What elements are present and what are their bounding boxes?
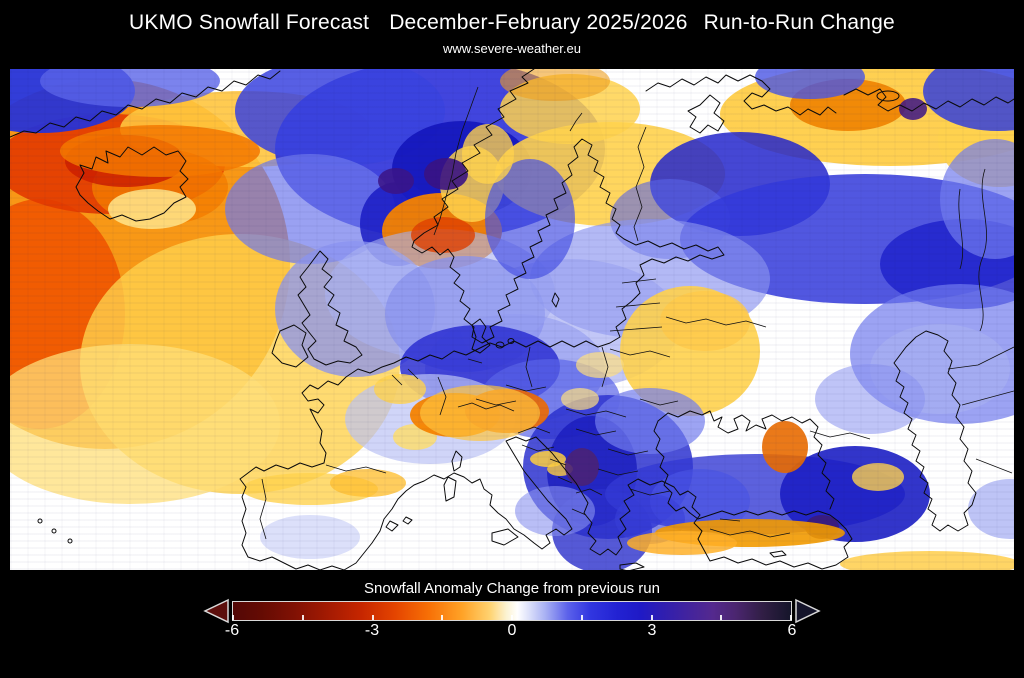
coast-white-sea xyxy=(645,74,837,116)
title-period: December-February 2025/2026 xyxy=(389,11,688,34)
colorbar-left-arrow-shape xyxy=(203,598,229,624)
colorbar-gradient xyxy=(232,601,792,621)
coast-danish-island-2 xyxy=(507,338,515,344)
coast-gotland xyxy=(551,292,560,308)
coast-balearics xyxy=(385,516,413,532)
colorbar-tick-mark xyxy=(232,615,234,620)
coast-iceland xyxy=(75,146,189,222)
colorbar-tick-label: 6 xyxy=(787,622,797,639)
colorbar-tick-label: 0 xyxy=(507,622,517,639)
coast-danish-island xyxy=(495,341,505,349)
colorbar-right-arrow xyxy=(795,598,821,624)
colorbar-tick-labels: -6 -3 0 3 6 xyxy=(225,622,797,642)
site-watermark: www.severe-weather.eu xyxy=(442,41,581,56)
colorbar-tick-mark xyxy=(720,615,723,620)
coast-arctic-russia xyxy=(843,88,1014,112)
colorbar-tick-mark xyxy=(650,615,653,620)
coast-caspian-sea xyxy=(893,330,977,532)
forecast-map xyxy=(10,69,1014,570)
anomaly-blobs-core xyxy=(40,69,1014,570)
colorbar-label: Snowfall Anomaly Change from previous ru… xyxy=(364,580,660,597)
colorbar-tick-label: 3 xyxy=(647,622,657,639)
page-title: UKMO Snowfall Forecast December-February … xyxy=(0,11,1024,35)
coast-black-sea-north xyxy=(657,410,835,510)
coastlines xyxy=(10,69,1014,570)
coast-arctic-lake xyxy=(876,90,900,102)
coast-crete xyxy=(619,562,645,570)
coast-great-britain xyxy=(297,250,363,366)
colorbar-tick-mark xyxy=(371,615,374,620)
coast-denmark xyxy=(471,318,491,354)
colorbar-tick-mark xyxy=(580,615,583,620)
country-borders xyxy=(259,86,1014,540)
coast-ireland xyxy=(271,324,309,368)
coast-cyprus xyxy=(769,550,787,558)
coast-white-sea-inner xyxy=(687,94,725,134)
title-product: UKMO Snowfall Forecast xyxy=(129,11,370,34)
coast-azores-3 xyxy=(67,538,73,544)
coast-sicily xyxy=(491,528,519,546)
coast-greenland xyxy=(10,70,281,138)
colorbar-tick-mark xyxy=(790,615,792,620)
colorbar-tick-label: -6 xyxy=(224,622,240,639)
snowfall-anomaly-heatmap xyxy=(10,69,1014,570)
coast-azores-2 xyxy=(51,528,57,534)
title-run-change: Run-to-Run Change xyxy=(703,11,895,34)
colorbar-tick-mark xyxy=(441,615,444,620)
coast-scandinavia-continent xyxy=(239,69,853,570)
colorbar-tick-label: -3 xyxy=(364,622,380,639)
coast-sardinia xyxy=(443,476,457,502)
colorbar-left-arrow xyxy=(203,598,229,624)
coast-azores-1 xyxy=(37,518,43,524)
colorbar-tick-mark xyxy=(511,615,513,620)
colorbar-tick-mark xyxy=(301,615,304,620)
colorbar-right-arrow-shape xyxy=(795,598,821,624)
coast-black-sea-west xyxy=(653,420,691,514)
coast-corsica xyxy=(451,450,463,472)
